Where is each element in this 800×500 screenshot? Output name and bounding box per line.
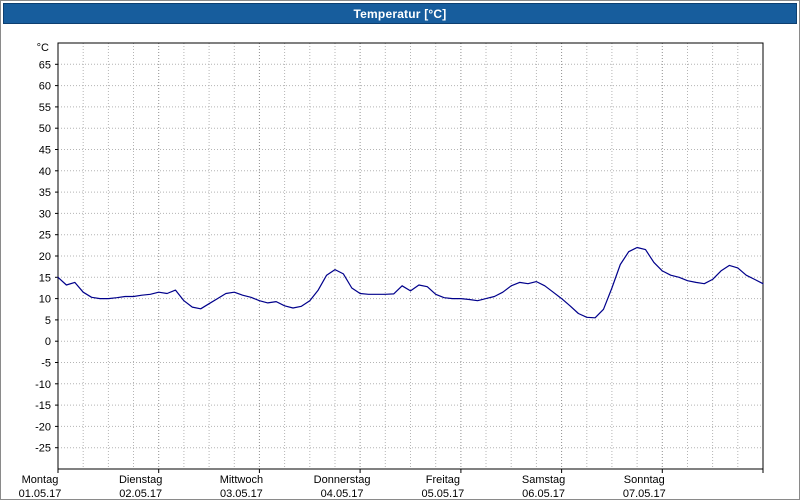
y-axis-tick-label: 50 <box>39 123 51 135</box>
x-axis-weekday-label: Dienstag <box>119 474 162 486</box>
y-axis-tick-label: 10 <box>39 294 51 306</box>
y-axis-tick-label: 0 <box>45 336 51 348</box>
x-axis-weekday-label: Sonntag <box>624 474 665 486</box>
x-axis-date-label: 05.05.17 <box>421 488 464 500</box>
y-axis-tick-label: -15 <box>35 400 51 412</box>
x-axis-date-label: 02.05.17 <box>119 488 162 500</box>
x-axis-date-label: 04.05.17 <box>321 488 364 500</box>
y-axis-tick-label: -10 <box>35 379 51 391</box>
y-axis-tick-label: 55 <box>39 102 51 114</box>
y-axis-tick-label: 5 <box>45 315 51 327</box>
x-axis-weekday-label: Samstag <box>522 474 565 486</box>
x-axis-weekday-label: Donnerstag <box>314 474 371 486</box>
x-axis-labels: Montag 01.05.17 Dienstag 02.05.17 Mittwoch 03… <box>19 469 764 500</box>
y-axis-tick-label: 60 <box>39 81 51 93</box>
y-axis-tick-label: 15 <box>39 272 51 284</box>
window-title: Temperatur [°C] <box>353 6 447 21</box>
y-axis-tick-label: 45 <box>39 145 51 157</box>
y-axis-tick-label: 25 <box>39 230 51 242</box>
x-axis-date-label: 01.05.17 <box>19 488 62 500</box>
y-axis-tick-label: -25 <box>35 443 51 455</box>
x-axis-weekday-label: Freitag <box>426 474 460 486</box>
y-axis-tick-label: 20 <box>39 251 51 263</box>
y-axis-tick-label: 35 <box>39 187 51 199</box>
y-axis-tick-label: -20 <box>35 421 51 433</box>
y-axis-tick-label: 30 <box>39 208 51 220</box>
window-title-bar: Temperatur [°C] <box>3 3 797 24</box>
y-axis-tick-label: 65 <box>39 59 51 71</box>
grid-lines <box>58 43 763 469</box>
x-axis-date-label: 06.05.17 <box>522 488 565 500</box>
x-axis-date-label: 03.05.17 <box>220 488 263 500</box>
y-axis-tick-label: 40 <box>39 166 51 178</box>
y-axis-unit-label: °C <box>37 42 49 54</box>
y-axis-tick-label: -5 <box>41 358 51 370</box>
x-axis-date-label: 07.05.17 <box>623 488 666 500</box>
temperature-line <box>57 246 764 319</box>
x-axis-weekday-label: Mittwoch <box>220 474 263 486</box>
y-axis-labels: °C65605550454035302520151050-5-10-15-20-… <box>35 42 58 455</box>
x-axis-weekday-label: Montag <box>22 474 59 486</box>
